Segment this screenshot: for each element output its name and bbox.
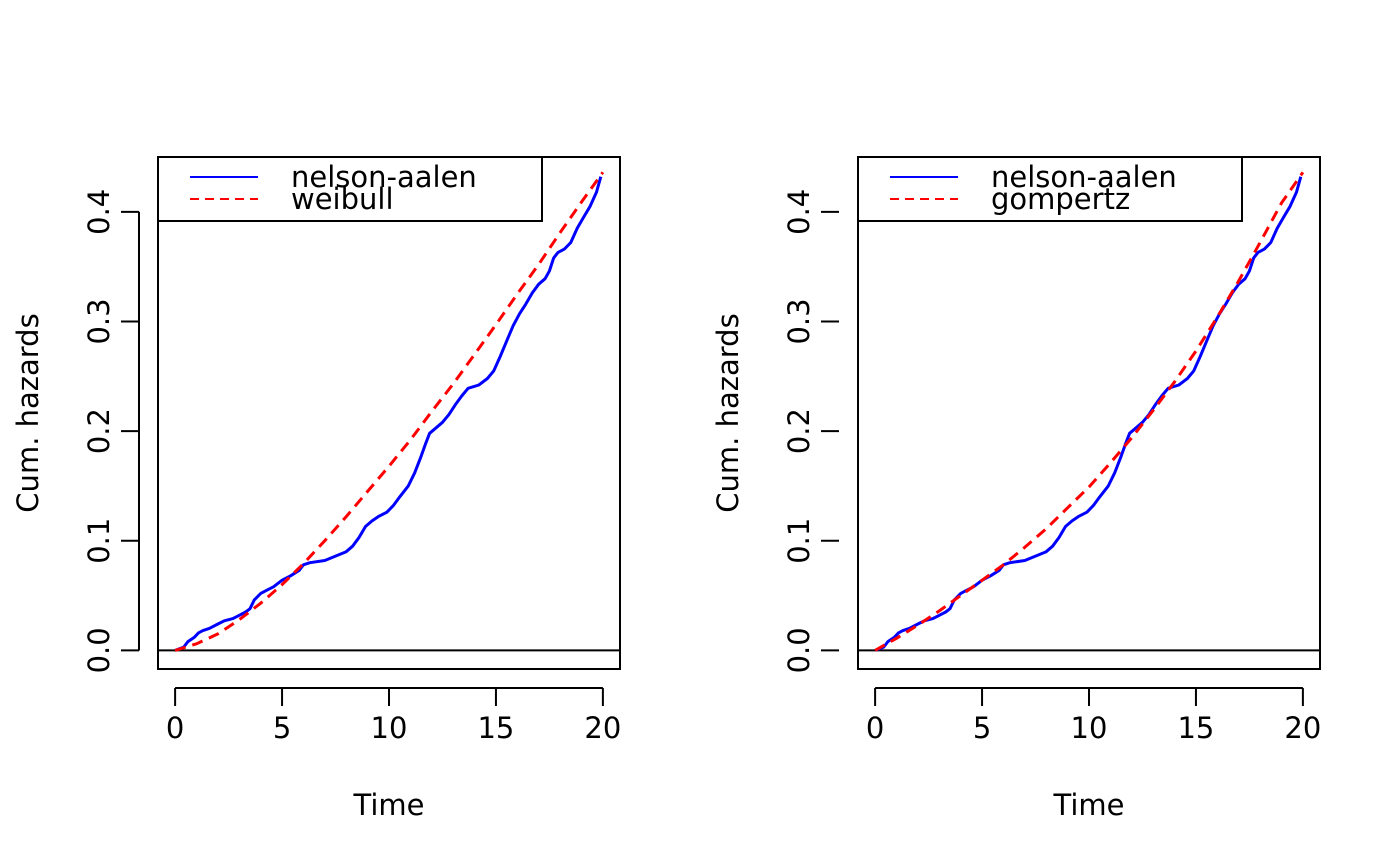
x-tick-label: 20 — [584, 711, 621, 745]
x-tick-label: 20 — [1284, 711, 1321, 745]
legend-label-gompertz: gompertz — [991, 182, 1130, 216]
x-tick-label: 0 — [866, 711, 884, 745]
legend-label-nelson-aalen: nelson-aalen — [291, 160, 477, 194]
y-tick-label: 0.0 — [782, 627, 816, 673]
y-tick-label: 0.2 — [82, 408, 116, 454]
series-line-nelson-aalen — [174, 176, 603, 652]
x-tick-label: 15 — [1177, 711, 1214, 745]
y-tick-label: 0.1 — [82, 518, 116, 564]
legend-box — [157, 156, 543, 222]
x-tick-label: 10 — [1071, 711, 1108, 745]
plot-frame — [857, 156, 1321, 670]
x-tick-label: 10 — [371, 711, 408, 745]
y-tick-label: 0.3 — [782, 298, 816, 344]
x-axis-title: Time — [1053, 788, 1125, 822]
x-tick-label: 5 — [273, 711, 291, 745]
plot-frame — [157, 156, 621, 670]
legend-label-nelson-aalen: nelson-aalen — [991, 160, 1177, 194]
legend-box — [857, 156, 1243, 222]
y-tick-label: 0.0 — [82, 627, 116, 673]
y-tick-label: 0.4 — [782, 189, 816, 235]
series-line-nelson-aalen — [874, 176, 1303, 652]
y-tick-label: 0.4 — [82, 189, 116, 235]
cumulative-hazards-chart-weibull: 0 5 10 15 20 0.0 0.1 0.2 0.3 0.4 Time Cum. hazards n… — [11, 156, 621, 822]
x-axis-title: Time — [353, 788, 425, 822]
x-tick-label: 15 — [477, 711, 514, 745]
legend-label-weibull: weibull — [291, 182, 394, 216]
cumulative-hazards-chart-gompertz: 0 5 10 15 20 0.0 0.1 0.2 0.3 0.4 Time Cum. hazards n… — [138, 156, 1321, 822]
x-tick-label: 5 — [973, 711, 991, 745]
series-line-weibull — [174, 171, 605, 652]
y-tick-label: 0.3 — [82, 298, 116, 344]
y-axis-title: Cum. hazards — [11, 313, 45, 512]
x-tick-label: 0 — [166, 711, 184, 745]
y-tick-label: 0.2 — [782, 408, 816, 454]
y-axis-title: Cum. hazards — [711, 313, 745, 512]
y-tick-label: 0.1 — [782, 518, 816, 564]
series-line-gompertz — [874, 171, 1305, 652]
